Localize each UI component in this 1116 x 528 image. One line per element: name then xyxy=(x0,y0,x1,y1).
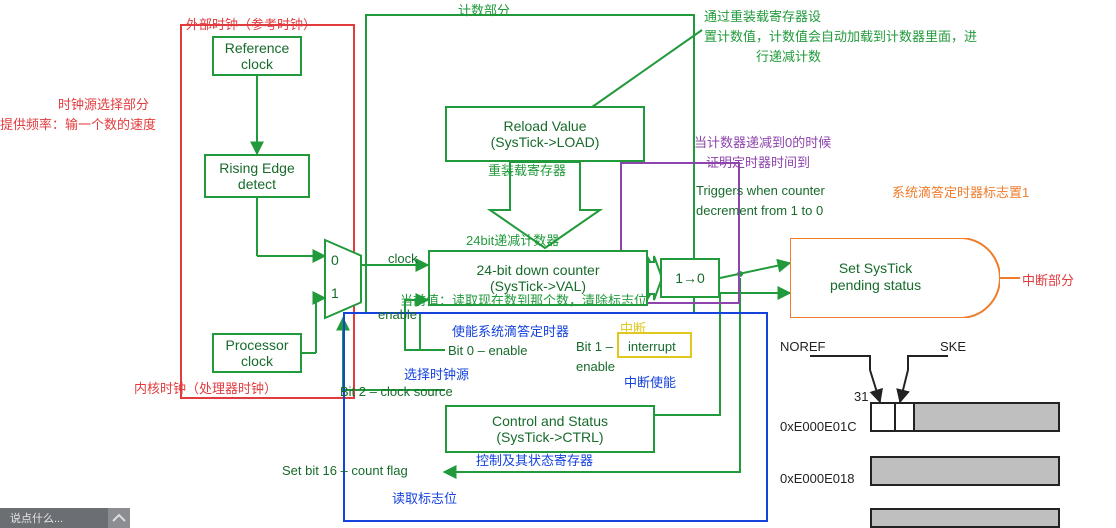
node-refClock: Referenceclock xyxy=(212,36,302,76)
label-clkSelNote: 提供频率：输一个数的速度 xyxy=(0,118,156,133)
label-clkLbl: clock xyxy=(388,252,418,267)
label-bit0: Bit 0 – enable xyxy=(448,344,528,359)
label-reloadNote1: 通过重装载寄存器设 xyxy=(704,10,821,25)
label-enSys: 使能系统滴答定时器 xyxy=(452,325,569,340)
register-row-0 xyxy=(870,402,1060,432)
node-reload: Reload Value(SysTick->LOAD) xyxy=(445,106,645,162)
status-bar-chevron xyxy=(108,508,130,528)
label-trigger2: decrement from 1 to 0 xyxy=(696,204,823,219)
mux: 01 xyxy=(325,240,361,318)
label-countPart: 计数部分 xyxy=(458,4,510,19)
label-trigger1: Triggers when counter xyxy=(696,184,825,199)
label-setbit16: Set bit 16 – count flag xyxy=(282,464,408,479)
node-ctrl: Control and Status(SysTick->CTRL) xyxy=(445,405,655,453)
label-addr1: 0xE000E01C xyxy=(780,420,857,435)
register-row-2 xyxy=(870,508,1060,528)
label-cnt24: 24bit递减计数器 xyxy=(466,234,559,249)
and-gate: Set SysTickpending status xyxy=(790,238,1000,318)
label-clkSelTitle: 时钟源选择部分 xyxy=(58,98,149,113)
label-ctrlStatus: 控制及其状态寄存器 xyxy=(476,454,593,469)
node-procClock: Processorclock xyxy=(212,333,302,373)
label-selClk: 选择时钟源 xyxy=(404,368,469,383)
label-ske: SKE xyxy=(940,340,966,355)
label-reg31: 31 xyxy=(854,390,868,405)
node-transition: 1→0 xyxy=(660,258,720,298)
register-row-1 xyxy=(870,456,1060,486)
label-bit2: Bit 2 – clock source xyxy=(340,385,453,400)
label-addr2: 0xE000E018 xyxy=(780,472,854,487)
label-intEn: 中断使能 xyxy=(624,376,676,391)
label-readFlag: 读取标志位 xyxy=(392,492,457,507)
label-extClock: 外部时钟（参考时钟） xyxy=(186,18,316,33)
status-bar-text: 说点什么... xyxy=(10,510,63,526)
label-bit1a: Bit 1 – xyxy=(576,340,613,355)
label-innerClock: 内核时钟（处理器时钟） xyxy=(134,382,277,397)
label-purpleNote2: 证明定时器时间到 xyxy=(706,156,810,171)
label-zhongduan: 中断 xyxy=(620,322,646,337)
label-curVal: 当前值：读取现在数到那个数，清除标志位 xyxy=(400,294,647,309)
label-noref: NOREF xyxy=(780,340,826,355)
label-reloadNote2: 置计数值，计数值会自动加载到计数器里面，进 xyxy=(704,30,977,45)
label-bit1b: interrupt xyxy=(628,340,676,355)
label-sysflag: 系统滴答定时器标志置1 xyxy=(892,186,1029,201)
label-reloadReg: 重装载寄存器 xyxy=(488,164,566,179)
label-intSection: 中断部分 xyxy=(1022,274,1074,289)
label-bit1c: enable xyxy=(576,360,615,375)
label-enLbl: enable xyxy=(378,308,417,323)
label-reloadNote3: 行递减计数 xyxy=(756,50,821,65)
label-purpleNote1: 当计数器递减到0的时候 xyxy=(694,136,831,151)
node-risingEdge: Rising Edgedetect xyxy=(204,154,310,198)
